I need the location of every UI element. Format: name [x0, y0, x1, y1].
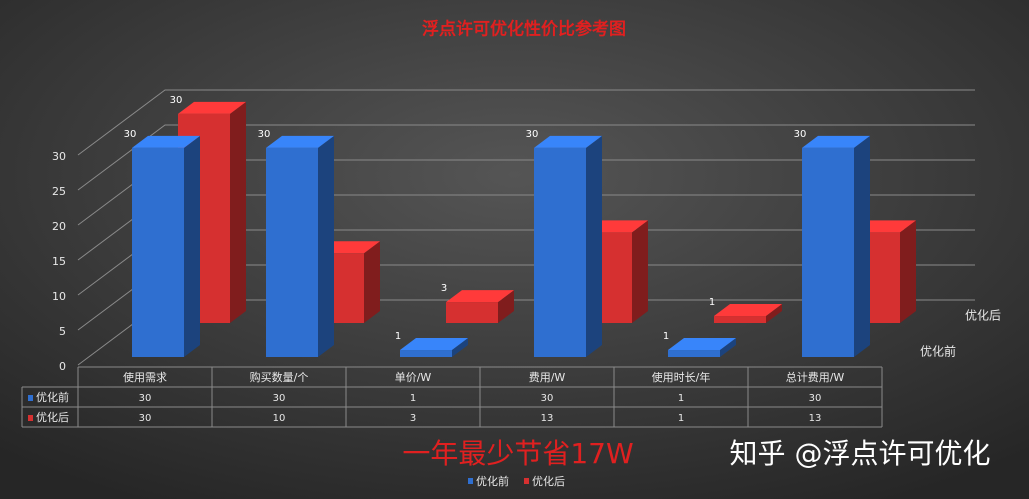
bar-side	[452, 338, 468, 357]
x-tick-label: 使用需求	[123, 371, 167, 384]
y-tick-label: 10	[52, 290, 66, 303]
legend-key	[468, 478, 473, 484]
bar	[802, 147, 854, 357]
x-tick-label: 使用时长/年	[652, 370, 711, 384]
grid-line	[77, 124, 975, 191]
data-label: 3	[441, 283, 447, 294]
bar-top	[446, 290, 514, 303]
table-cell: 1	[678, 413, 684, 424]
table-cell: 30	[541, 393, 554, 404]
bar-top	[534, 135, 602, 148]
y-tick-label: 25	[52, 185, 66, 198]
bar-side	[586, 135, 602, 357]
bar-side	[498, 290, 514, 323]
bar-side	[900, 220, 916, 323]
chart-title: 浮点许可优化性价比参考图	[422, 19, 626, 40]
table-cell: 13	[809, 413, 822, 424]
y-tick-label: 0	[59, 360, 66, 373]
bar	[714, 316, 766, 323]
bar-top	[178, 101, 246, 114]
watermark: 知乎 @浮点许可优化	[730, 437, 991, 470]
grid-line	[77, 89, 975, 156]
y-tick-label: 30	[52, 150, 66, 163]
table-cell: 1	[410, 393, 416, 404]
bar	[534, 147, 586, 357]
bar	[446, 302, 498, 323]
y-tick-label: 5	[59, 325, 66, 338]
bar-top	[400, 338, 468, 351]
bar-side	[854, 135, 870, 357]
legend-label: 优化后	[532, 474, 565, 488]
bar-top	[668, 338, 736, 351]
bar-top	[714, 304, 782, 317]
bar	[668, 350, 720, 357]
table-cell: 30	[139, 393, 152, 404]
data-label: 30	[258, 129, 271, 140]
x-tick-label: 单价/W	[395, 371, 432, 384]
bar-side	[230, 101, 246, 323]
depth-label: 优化后	[965, 309, 1001, 323]
bar-side	[184, 135, 200, 357]
data-label: 30	[124, 129, 137, 140]
data-label: 1	[395, 331, 401, 342]
legend-key	[28, 395, 33, 401]
legend-key	[28, 415, 33, 421]
table-cell: 30	[273, 393, 286, 404]
bar	[132, 147, 184, 357]
depth-label: 优化前	[920, 344, 956, 359]
data-label: 30	[170, 95, 183, 106]
bar-top	[802, 135, 870, 148]
table-cell: 13	[541, 413, 554, 424]
table-series-name: 优化后	[36, 410, 69, 424]
x-tick-label: 费用/W	[529, 371, 566, 384]
data-label: 1	[663, 331, 669, 342]
table-series-name: 优化前	[36, 390, 69, 404]
table-cell: 10	[273, 413, 286, 424]
x-tick-label: 总计费用/W	[786, 370, 845, 384]
bar-side	[720, 338, 736, 357]
bar	[400, 350, 452, 357]
bar-top	[266, 135, 334, 148]
data-label: 1	[709, 297, 715, 308]
bar-top	[132, 135, 200, 148]
bar	[266, 147, 318, 357]
table-cell: 3	[410, 413, 416, 424]
data-label: 30	[794, 129, 807, 140]
x-tick-label: 购买数量/个	[250, 370, 309, 384]
y-tick-label: 15	[52, 255, 66, 268]
bar-side	[318, 135, 334, 357]
y-tick-label: 20	[52, 220, 66, 233]
bar-side	[632, 220, 648, 323]
table-cell: 30	[809, 393, 822, 404]
bar-side	[766, 304, 782, 323]
legend-label: 优化前	[476, 474, 509, 488]
legend-key	[524, 478, 529, 484]
table-cell: 1	[678, 393, 684, 404]
data-label: 30	[526, 129, 539, 140]
table-cell: 30	[139, 413, 152, 424]
bar-side	[364, 241, 380, 323]
annotation: 一年最少节省17W	[402, 437, 633, 470]
